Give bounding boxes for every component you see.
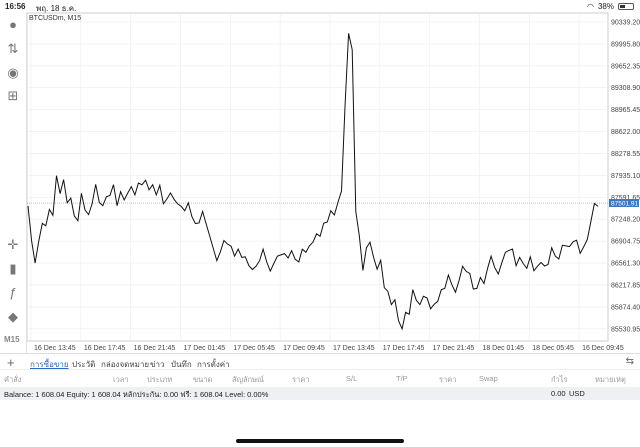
- profit-currency: USD: [569, 389, 585, 398]
- x-tick-label: 17 Dec 09:45: [283, 345, 325, 352]
- x-tick-label: 18 Dec 05:45: [532, 345, 574, 352]
- profit-total: 0.00: [551, 389, 566, 398]
- trade-icon[interactable]: ⇅: [7, 41, 19, 56]
- candles-icon[interactable]: ▮: [9, 261, 17, 276]
- tab-history[interactable]: ประวัติ: [72, 360, 96, 369]
- y-tick-label: 87591.65: [611, 195, 640, 202]
- balance-summary: Balance: 1 608.04 Equity: 1 608.04 หลักป…: [4, 390, 269, 399]
- col-sl: S/L: [346, 374, 358, 383]
- tab-journal[interactable]: บันทึก: [171, 360, 192, 369]
- price-series-line: [27, 33, 599, 331]
- add-icon[interactable]: +: [7, 355, 15, 370]
- col-type: ประเภท: [147, 375, 173, 384]
- tab-trade[interactable]: การซื้อขาย: [30, 360, 69, 369]
- x-tick-label: 18 Dec 01:45: [482, 345, 524, 352]
- y-tick-label: 90339.20: [611, 19, 640, 26]
- tab-news[interactable]: ข่าว: [150, 360, 165, 369]
- balance-row: Balance: 1 608.04 Equity: 1 608.04 หลักป…: [0, 387, 640, 400]
- x-tick-label: 16 Dec 09:45: [582, 345, 624, 352]
- wifi-icon: ◠: [587, 2, 594, 11]
- indicator-icon[interactable]: ƒ: [9, 285, 17, 300]
- x-tick-label: 17 Dec 13:45: [333, 345, 375, 352]
- col-tp: T/P: [396, 374, 408, 383]
- current-price-tag: [609, 199, 639, 208]
- col-order: คำสั่ง: [4, 375, 22, 384]
- y-tick-label: 88278.55: [611, 151, 640, 158]
- y-tick-label: 88965.45: [611, 107, 640, 114]
- tab-mailbox[interactable]: กล่องจดหมาย: [101, 360, 150, 369]
- current-price-label: 87501.91: [611, 201, 638, 208]
- battery-percent: 38%: [597, 2, 614, 11]
- status-right: ◠ 38%: [587, 2, 634, 11]
- tab-settings[interactable]: การตั้งค่า: [197, 360, 230, 369]
- x-tick-label: 17 Dec 05:45: [233, 345, 275, 352]
- y-tick-label: 89308.90: [611, 85, 640, 92]
- col-price-current: ราคา: [439, 375, 457, 384]
- x-tick-label: 17 Dec 01:45: [183, 345, 225, 352]
- y-tick-label: 87935.10: [611, 173, 640, 180]
- col-profit: กำไร: [551, 375, 568, 384]
- price-chart[interactable]: 90339.20 89995.80 89652.35 89308.90 88965.45…: [0, 0, 640, 353]
- x-tick-label: 16 Dec 17:45: [84, 345, 126, 352]
- col-time: เวลา: [113, 375, 129, 384]
- y-tick-label: 89652.35: [611, 63, 640, 70]
- symbol-label: BTCUSDm, M15: [29, 15, 81, 22]
- plot-area: [26, 12, 609, 342]
- y-tick-label: 87248.20: [611, 217, 640, 224]
- panel-toggle-icon[interactable]: ⇆: [625, 356, 634, 367]
- trade-columns-header: คำสั่ง เวลา ประเภท ขนาด สัญลักษณ์ ราคา S…: [0, 371, 640, 385]
- account-icon[interactable]: ●: [9, 17, 17, 32]
- y-tick-label: 85874.40: [611, 304, 640, 311]
- status-bar: 16:56 พฤ. 18 ธ.ค. ◠ 38%: [0, 0, 640, 13]
- y-tick-label: 89995.80: [611, 41, 640, 48]
- col-price: ราคา: [292, 375, 310, 384]
- col-symbol: สัญลักษณ์: [232, 375, 265, 384]
- new-order-icon[interactable]: ⊞: [7, 88, 19, 103]
- status-date: พฤ. 18 ธ.ค.: [36, 4, 77, 13]
- home-indicator: [236, 439, 404, 443]
- x-tick-label: 16 Dec 21:45: [134, 345, 176, 352]
- status-time: 16:56: [5, 2, 26, 11]
- battery-icon: [618, 3, 634, 10]
- x-tick-label: 16 Dec 13:45: [34, 345, 76, 352]
- timeframe-button[interactable]: M15: [4, 335, 20, 344]
- y-tick-label: 85530.95: [611, 326, 640, 333]
- y-tick-label: 86561.30: [611, 261, 640, 268]
- objects-icon[interactable]: ◆: [8, 309, 18, 324]
- col-comment: หมายเหตุ: [595, 375, 626, 384]
- crosshair-icon[interactable]: ✛: [7, 237, 19, 252]
- toolbox-tabs: + การซื้อขาย ประวัติ กล่องจดหมาย ข่าว บั…: [0, 353, 640, 370]
- y-tick-label: 88622.00: [611, 129, 640, 136]
- x-tick-label: 17 Dec 17:45: [383, 345, 425, 352]
- chart-toolbar: ● ⇅ ◉ ⊞ ✛ ▮ ƒ ◆ M15: [0, 13, 27, 353]
- y-tick-label: 86217.85: [611, 282, 640, 289]
- y-tick-label: 86904.75: [611, 239, 640, 246]
- col-volume: ขนาด: [193, 375, 213, 384]
- col-swap: Swap: [479, 374, 498, 383]
- x-tick-label: 17 Dec 21:45: [433, 345, 475, 352]
- chat-icon[interactable]: ◉: [7, 65, 19, 80]
